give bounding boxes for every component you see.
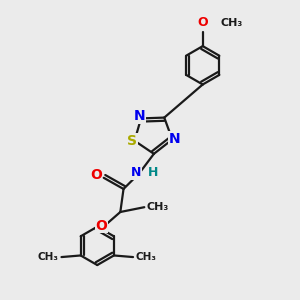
Text: CH₃: CH₃ [136, 252, 157, 262]
Text: H: H [148, 167, 158, 179]
Text: N: N [134, 109, 146, 123]
Text: S: S [127, 134, 137, 148]
Text: N: N [131, 167, 142, 179]
Text: O: O [95, 219, 107, 233]
Text: CH₃: CH₃ [38, 252, 59, 262]
Text: CH₃: CH₃ [220, 18, 243, 28]
Text: CH₃: CH₃ [147, 202, 169, 212]
Text: O: O [90, 168, 102, 182]
Text: O: O [197, 16, 208, 29]
Text: N: N [169, 132, 181, 146]
